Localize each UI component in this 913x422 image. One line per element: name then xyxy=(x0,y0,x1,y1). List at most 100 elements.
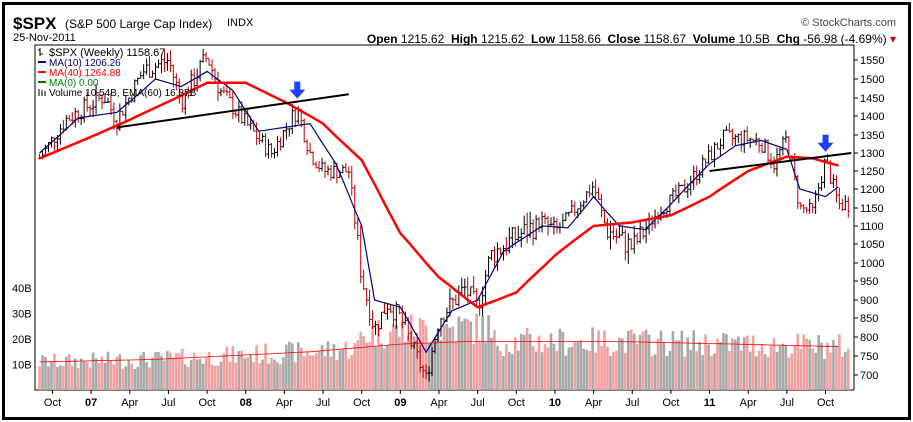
x-tick-label: Apr xyxy=(585,397,602,409)
volume-bar xyxy=(629,329,633,390)
volume-bar xyxy=(659,330,663,390)
volume-bar xyxy=(44,357,47,390)
volume-bar xyxy=(109,360,113,390)
volume-tick-label: 10B xyxy=(12,360,32,372)
volume-bar xyxy=(698,341,701,390)
volume-bar xyxy=(406,335,410,390)
volume-bar xyxy=(829,352,832,390)
volume-bar xyxy=(525,327,529,390)
volume-bar xyxy=(754,356,758,390)
volume-bar xyxy=(612,351,615,390)
volume-bar xyxy=(737,336,740,390)
volume-bar xyxy=(725,334,728,390)
volume-bar xyxy=(597,330,600,390)
volume-bar xyxy=(832,340,835,390)
legend-volume-icon xyxy=(38,89,40,96)
volume-bar xyxy=(787,357,791,390)
volume-bar xyxy=(273,359,276,390)
x-tick-label: Jul xyxy=(625,397,639,409)
volume-bar xyxy=(603,330,606,390)
volume-bar xyxy=(621,338,624,390)
volume-bar xyxy=(713,353,716,390)
volume-bar xyxy=(442,324,446,390)
volume-bar xyxy=(674,340,678,390)
volume-bar xyxy=(609,355,612,390)
close-value: 1158.67 xyxy=(643,32,687,46)
volume-bar xyxy=(710,355,713,390)
volume-bar xyxy=(784,345,788,390)
volume-bar xyxy=(701,355,704,390)
volume-bar xyxy=(85,361,89,390)
volume-bar xyxy=(540,352,544,390)
volume-bar xyxy=(808,340,811,390)
volume-bar xyxy=(401,320,404,390)
volume-bar xyxy=(279,364,282,390)
volume-bar xyxy=(838,334,841,390)
volume-bar xyxy=(302,356,306,390)
volume-bar xyxy=(371,325,374,390)
volume-bar xyxy=(499,350,502,390)
volume-bar xyxy=(38,366,41,390)
volume-bar xyxy=(106,351,110,390)
volume-bar xyxy=(178,353,181,390)
volume-bar xyxy=(823,358,826,390)
x-tick-label: 08 xyxy=(240,397,252,409)
x-tick-label: 11 xyxy=(704,397,716,409)
volume-bar xyxy=(103,362,107,390)
arrow-down-icon xyxy=(817,134,834,152)
volume-bar xyxy=(573,341,577,390)
volume-bar xyxy=(475,313,478,390)
volume-bar xyxy=(73,358,77,390)
volume-bar xyxy=(237,350,241,390)
volume-bar xyxy=(186,367,190,390)
x-tick-label: Oct xyxy=(44,397,61,409)
volume-bar xyxy=(148,367,151,390)
volume-bar xyxy=(65,356,68,390)
volume-bar xyxy=(285,344,288,390)
volume-bar xyxy=(222,353,226,390)
legend-entry: MA(10) 1206.26 xyxy=(49,58,121,69)
volume-bar xyxy=(305,351,309,390)
volume-bar xyxy=(365,342,368,390)
ma10-line xyxy=(39,70,839,354)
change-value: -56.98 (-4.69%) xyxy=(803,32,887,46)
volume-bar xyxy=(531,346,535,390)
volume-bar xyxy=(579,340,583,390)
volume-bar xyxy=(386,345,389,390)
volume-bar xyxy=(493,329,496,390)
volume-bar xyxy=(258,363,261,390)
volume-bar xyxy=(76,368,80,390)
volume-bar xyxy=(335,360,339,390)
volume-bar xyxy=(564,355,568,390)
x-tick-label: 10 xyxy=(549,397,561,409)
volume-bar xyxy=(505,344,508,390)
volume-bar xyxy=(264,343,267,390)
x-tick-label: Oct xyxy=(662,397,679,409)
volume-bar xyxy=(561,331,565,390)
price-tick-label: 1000 xyxy=(860,258,884,270)
x-tick-label: Oct xyxy=(817,397,834,409)
volume-bar xyxy=(234,362,238,390)
volume-bar xyxy=(100,356,104,390)
volume-bar xyxy=(225,346,229,390)
volume-bar xyxy=(296,342,300,390)
volume-bar xyxy=(276,362,279,390)
volume-bar xyxy=(169,352,172,390)
volume-bar xyxy=(356,340,360,390)
volume-bar xyxy=(47,366,50,390)
volume-bar xyxy=(775,351,779,390)
volume-bar xyxy=(796,334,800,390)
volume-bar xyxy=(359,331,362,390)
volume-bar xyxy=(558,328,562,390)
volume-bar xyxy=(451,326,455,390)
volume-bar xyxy=(671,331,675,390)
volume-bar xyxy=(790,353,794,390)
x-tick-label: Jul xyxy=(471,397,485,409)
price-tick-label: 900 xyxy=(860,295,878,307)
volume-bar xyxy=(793,345,797,390)
volume-bar xyxy=(802,334,806,390)
trendline xyxy=(709,152,852,172)
volume-bar xyxy=(201,363,205,390)
exchange-label: INDX xyxy=(227,17,254,29)
volume-bar xyxy=(293,362,297,390)
